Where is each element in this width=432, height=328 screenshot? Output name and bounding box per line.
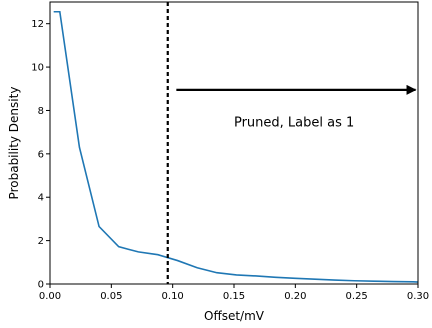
annotation-text: Pruned, Label as 1 [234,116,354,131]
x-tick-label: 0.10 [162,291,184,302]
y-tick-label: 6 [38,149,44,160]
y-tick-label: 4 [38,193,44,204]
x-axis-ticks: 0.00 0.05 0.10 0.15 0.20 0.25 0.30 [39,284,429,302]
x-tick-label: 0.00 [39,291,61,302]
y-tick-label: 12 [31,19,44,30]
probability-density-line [53,10,419,283]
y-tick-label: 0 [38,280,44,291]
y-axis-label: Probability Density [7,87,21,200]
x-tick-label: 0.30 [407,291,429,302]
y-tick-label: 2 [38,236,44,247]
y-axis-ticks: 0 2 4 6 8 10 12 [31,19,50,291]
axes-frame [49,1,419,285]
x-tick-label: 0.15 [223,291,245,302]
x-tick-label: 0.05 [100,291,122,302]
x-tick-label: 0.20 [284,291,306,302]
x-axis-label: Offset/mV [204,309,265,323]
x-tick-label: 0.25 [346,291,368,302]
y-tick-label: 8 [38,106,44,117]
y-tick-label: 10 [31,63,44,74]
